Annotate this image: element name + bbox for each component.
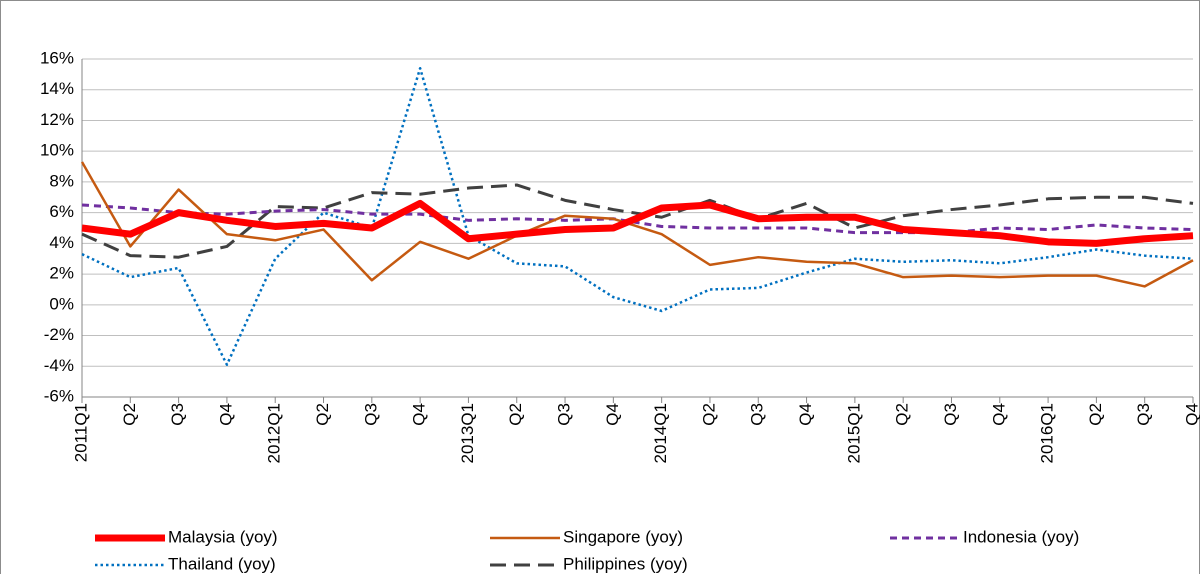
y-tick-label: 4% bbox=[49, 233, 74, 252]
x-tick-label: Q4 bbox=[603, 403, 622, 426]
x-tick-label: Q3 bbox=[361, 403, 380, 426]
x-tick-label: 2014Q1 bbox=[651, 403, 670, 464]
x-tick-label: Q2 bbox=[120, 403, 139, 426]
x-tick-label: Q4 bbox=[989, 403, 1008, 426]
x-tick-label: 2016Q1 bbox=[1038, 403, 1057, 464]
series-line bbox=[80, 161, 1194, 288]
legend-label: Indonesia (yoy) bbox=[963, 527, 1079, 546]
y-tick-label: 16% bbox=[40, 48, 74, 67]
x-tick-label: Q3 bbox=[555, 403, 574, 426]
x-tick-label: 2012Q1 bbox=[265, 403, 284, 464]
x-tick-label: 2015Q1 bbox=[844, 403, 863, 464]
series-line bbox=[81, 199, 1194, 247]
x-tick-label: 2013Q1 bbox=[458, 403, 477, 464]
series-line bbox=[81, 203, 1194, 235]
x-tick-label: Q3 bbox=[748, 403, 767, 426]
x-tick-label: Q4 bbox=[1182, 403, 1200, 426]
x-tick-label: 2011Q1 bbox=[71, 403, 90, 462]
y-tick-label: 8% bbox=[49, 171, 74, 190]
x-tick-label: Q3 bbox=[1134, 403, 1153, 426]
x-tick-label: Q2 bbox=[893, 403, 912, 426]
y-tick-label: 12% bbox=[40, 110, 74, 129]
y-tick-label: 6% bbox=[49, 202, 74, 221]
legend-label: Singapore (yoy) bbox=[563, 527, 683, 546]
legend-label: Philippines (yoy) bbox=[563, 554, 688, 573]
x-tick-label: Q2 bbox=[699, 403, 718, 426]
y-tick-label: 2% bbox=[49, 264, 74, 283]
legend-label: Thailand (yoy) bbox=[168, 554, 276, 573]
y-tick-label: 0% bbox=[49, 294, 74, 313]
y-tick-label: 10% bbox=[40, 141, 74, 160]
legend-label: Malaysia (yoy) bbox=[168, 527, 278, 546]
x-tick-label: Q4 bbox=[410, 403, 429, 426]
x-tick-label: Q2 bbox=[1086, 403, 1105, 426]
x-tick-label: Q4 bbox=[216, 403, 235, 426]
series-line bbox=[81, 183, 1194, 259]
y-tick-label: 14% bbox=[40, 79, 74, 98]
x-tick-label: Q4 bbox=[796, 403, 815, 426]
y-tick-label: -4% bbox=[44, 356, 74, 375]
x-tick-label: Q3 bbox=[941, 403, 960, 426]
y-tick-label: -2% bbox=[44, 325, 74, 344]
x-tick-label: Q3 bbox=[168, 403, 187, 426]
x-tick-label: Q2 bbox=[313, 403, 332, 426]
y-tick-label: -6% bbox=[44, 386, 74, 405]
x-tick-label: Q2 bbox=[506, 403, 525, 426]
